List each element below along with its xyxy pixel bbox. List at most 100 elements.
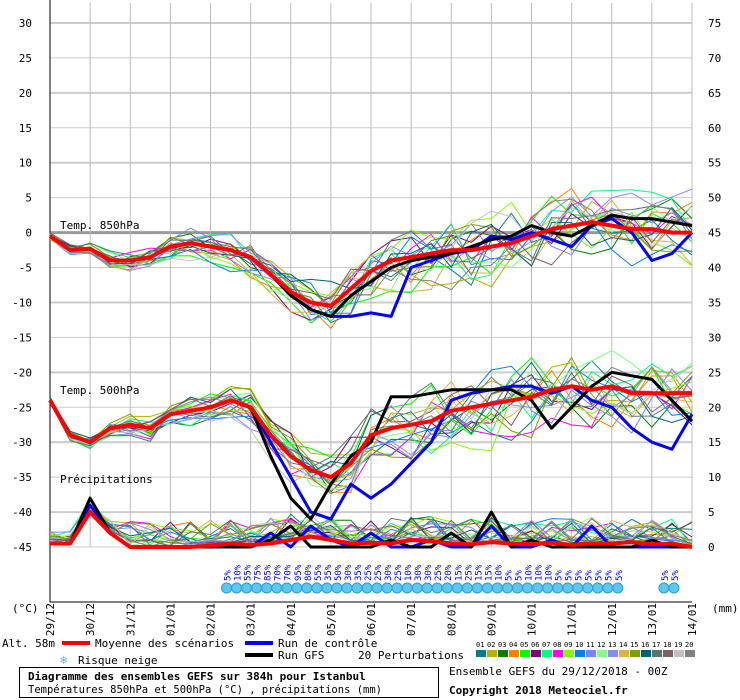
snow-risk-icon xyxy=(381,582,393,594)
x-tick-label: 11/01 xyxy=(566,603,579,636)
snow-risk-percent: 10% xyxy=(234,564,244,581)
perturbation-line-17 xyxy=(49,377,693,468)
left-tick-label: 25 xyxy=(19,52,32,65)
x-tick-label: 09/01 xyxy=(485,603,498,636)
snow-risk-icon xyxy=(461,582,473,594)
series-line-3 xyxy=(48,384,692,480)
pert-swatch xyxy=(476,650,486,657)
right-tick-label: 45 xyxy=(708,227,721,240)
label-500: Temp. 500hPa xyxy=(60,384,139,397)
snow-risk-percent: 25% xyxy=(464,564,474,581)
x-tick-label: 14/01 xyxy=(686,603,699,636)
pert-swatch xyxy=(597,650,607,657)
snow-risk-percent: 30% xyxy=(414,564,424,581)
snow-risk-icon xyxy=(602,582,614,594)
snow-risk-percent: 10% xyxy=(524,564,534,581)
right-tick-label: 30 xyxy=(708,331,721,344)
snow-risk-percent: 30% xyxy=(344,564,354,581)
left-tick-label: -40 xyxy=(12,506,32,519)
pert-id: 20 xyxy=(685,641,693,649)
altitude: Alt. 58m xyxy=(2,637,55,650)
snow-risk-percent: 15% xyxy=(454,564,464,581)
right-tick-label: 25 xyxy=(708,366,721,379)
pert-swatch xyxy=(498,650,508,657)
snow-risk-icon xyxy=(562,582,574,594)
pert-id: 08 xyxy=(553,641,561,649)
right-tick-label: 15 xyxy=(708,436,721,449)
x-tick-label: 13/01 xyxy=(646,603,659,636)
snow-risk-percent: 5% xyxy=(555,570,565,581)
pert-swatch xyxy=(542,650,552,657)
snowflake-icon: ❄ xyxy=(60,653,67,667)
snow-risk-icon xyxy=(441,582,453,594)
right-tick-label: 5 xyxy=(708,506,715,519)
perturbation-line-08 xyxy=(49,376,693,489)
pert-id: 02 xyxy=(487,641,495,649)
snow-risk-percent: 50% xyxy=(334,564,344,581)
snow-risk-percent: 30% xyxy=(384,564,394,581)
left-tick-label: 30 xyxy=(19,17,32,30)
pert-id: 03 xyxy=(498,641,506,649)
snow-risk-icon xyxy=(491,582,503,594)
snow-risk-icon xyxy=(391,582,403,594)
pert-swatch xyxy=(685,650,695,657)
x-tick-label: 08/01 xyxy=(445,603,458,636)
snow-risk-percent: 35% xyxy=(354,564,364,581)
series-line-0 xyxy=(48,220,692,308)
pert-swatch xyxy=(564,650,574,657)
right-tick-label: 70 xyxy=(708,52,721,65)
snow-risk-icon xyxy=(668,582,680,594)
x-axis-ticks: 29/12 30/12 31/12 01/01 02/01 03/01 04/01 05/01… xyxy=(44,603,699,636)
snow-risk-icon xyxy=(251,582,263,594)
copyright: Copyright 2018 Meteociel.fr xyxy=(449,684,628,697)
snow-risk-percent: 5% xyxy=(585,570,595,581)
pert-id: 10 xyxy=(575,641,583,649)
snow-risk-percent: 20% xyxy=(444,564,454,581)
pert-swatch xyxy=(652,650,662,657)
snow-risk-icon xyxy=(331,582,343,594)
perturbation-line-12 xyxy=(49,508,693,547)
snow-risk-percent: 85% xyxy=(264,564,274,581)
pert-id: 16 xyxy=(641,641,649,649)
perturbation-line-13 xyxy=(49,188,693,314)
right-tick-label: 65 xyxy=(708,87,721,100)
snow-risk-icon xyxy=(451,582,463,594)
snow-risk-icon xyxy=(351,582,363,594)
snow-risk-percent: 5% xyxy=(224,570,234,581)
pert-id: 18 xyxy=(663,641,671,649)
pert-id: 05 xyxy=(520,641,528,649)
snow-risk-percent: 5% xyxy=(575,570,585,581)
left-tick-label: -35 xyxy=(12,471,32,484)
snow-risk-percent: 15% xyxy=(474,564,484,581)
snow-risk-icon xyxy=(301,582,313,594)
legend-snow: Risque neige xyxy=(78,654,157,667)
left-tick-label: 10 xyxy=(19,157,32,170)
snow-risk-percent: 5% xyxy=(595,570,605,581)
snow-risk-percent: 10% xyxy=(545,564,555,581)
left-tick-label: 20 xyxy=(19,87,32,100)
snow-risk-percent: 30% xyxy=(424,564,434,581)
run-info: Ensemble GEFS du 29/12/2018 - 00Z xyxy=(449,665,668,678)
x-tick-label: 30/12 xyxy=(84,603,97,636)
x-tick-label: 31/12 xyxy=(124,603,137,636)
right-tick-label: 55 xyxy=(708,157,721,170)
right-tick-label: 0 xyxy=(708,541,715,554)
pert-id: 09 xyxy=(564,641,572,649)
x-tick-label: 12/01 xyxy=(606,603,619,636)
legend-perturbations: 20 Perturbations xyxy=(358,649,464,662)
snow-risk-icon xyxy=(592,582,604,594)
snow-risk-percent: 70% xyxy=(274,564,284,581)
right-tick-label: 50 xyxy=(708,192,721,205)
snow-risk-icon xyxy=(241,582,253,594)
legend-mean: Moyenne des scénarios xyxy=(95,637,234,650)
left-tick-label: -25 xyxy=(12,401,32,414)
snow-risk-icon xyxy=(371,582,383,594)
pert-id: 17 xyxy=(652,641,660,649)
right-unit: (mm) xyxy=(712,602,739,615)
left-tick-label: -45 xyxy=(12,541,32,554)
pert-swatch xyxy=(586,650,596,657)
legend-control-swatch xyxy=(245,641,273,645)
right-tick-label: 20 xyxy=(708,401,721,414)
snow-risk-icon xyxy=(471,582,483,594)
snow-risk-percent: 10% xyxy=(404,564,414,581)
